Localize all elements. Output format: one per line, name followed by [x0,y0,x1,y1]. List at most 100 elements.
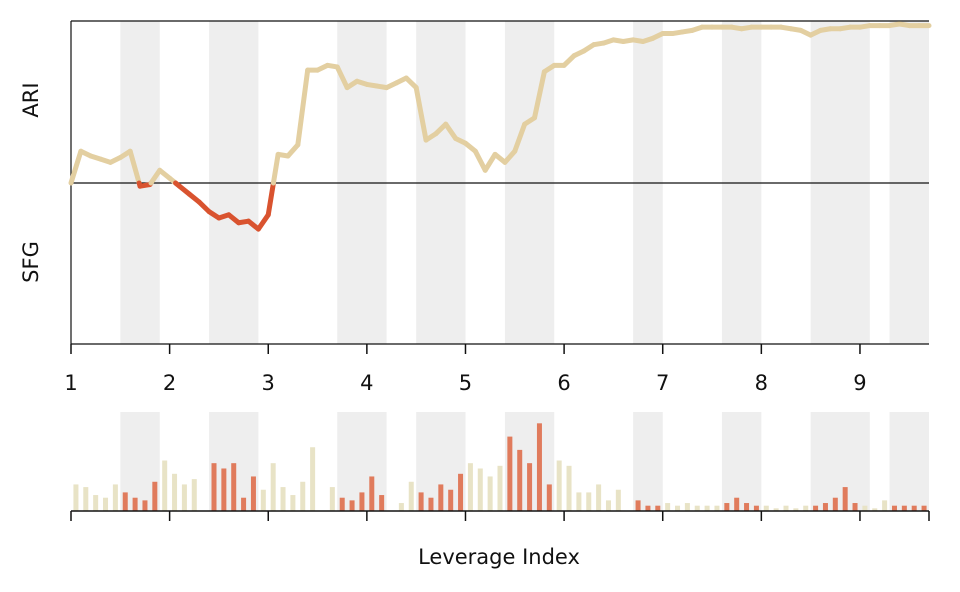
bar-19 [270,463,276,511]
bar-54 [645,505,651,511]
line-segment-6a [127,148,142,186]
bar-32 [418,492,424,511]
bar-74 [842,487,848,511]
line-segment-42 [482,151,498,173]
bar-3 [103,497,109,511]
bar-38 [477,468,483,511]
bar-2 [93,495,99,511]
top-tick-label-3: 3 [262,371,275,395]
top-tick-label-4: 4 [360,371,373,395]
bar-43 [527,463,533,511]
bar-57 [675,505,681,511]
bar-12 [191,479,197,511]
bar-27 [359,492,365,511]
bar-82 [921,505,927,511]
bar-64 [744,503,750,511]
bar-70 [803,505,809,511]
line-segment-8b [148,167,163,186]
bar-42 [517,449,523,511]
top-tick-label-8: 8 [755,371,768,395]
bar-7 [142,500,148,511]
bar-30 [398,503,404,511]
bar-37 [467,463,473,511]
top-series-line [68,21,932,232]
bar-78 [882,500,888,511]
bar-52 [615,489,621,511]
line-segment-19 [255,212,271,232]
bar-10 [172,473,178,511]
bar-14 [221,468,227,511]
bar-50 [596,484,602,511]
bar-35 [448,489,454,511]
bar-81 [911,505,917,511]
bar-28 [369,476,375,511]
bar-53 [635,500,641,511]
bar-4 [112,484,118,511]
line-segment-20a [265,180,276,218]
bar-68 [783,505,789,511]
bar-39 [487,476,493,511]
bar-1 [83,487,89,511]
line-segment-20b [270,151,281,186]
bottom-band-7 [810,412,870,511]
bar-0 [73,484,79,511]
bar-69 [793,508,799,511]
bar-6 [132,497,138,511]
bar-66 [763,505,769,511]
bar-36 [458,473,464,511]
top-panel-frame [70,20,929,345]
bar-24 [329,487,335,511]
bar-13 [211,463,217,511]
bar-23 [310,447,316,511]
bar-15 [231,463,237,511]
line-segment-38 [443,121,459,141]
bar-25 [339,497,345,511]
bottom-band-5 [633,412,663,511]
bar-26 [349,500,355,511]
bottom-shaded-bands [120,412,929,511]
bottom-x-axis [70,510,930,521]
top-tick-label-7: 7 [656,371,669,395]
bar-31 [408,481,414,511]
bar-40 [497,465,503,511]
bar-71 [813,505,819,511]
y-label-top: ARI [19,82,43,117]
bar-33 [428,497,434,511]
top-tick-label-5: 5 [459,371,472,395]
top-tick-label-6: 6 [557,371,570,395]
bar-62 [724,503,730,511]
bar-34 [438,484,444,511]
line-segment-47 [532,69,547,121]
top-x-ticks: 1 2 3 4 5 6 7 8 9 [64,344,867,395]
x-axis-label: Leverage Index [418,545,580,569]
bar-76 [862,505,868,511]
bar-75 [852,503,858,511]
bar-18 [260,489,266,511]
top-tick-label-1: 1 [64,371,77,395]
bar-9 [162,460,168,511]
line-segment-45 [512,121,528,154]
bar-16 [241,497,247,511]
bar-77 [872,508,878,511]
bar-5 [122,492,128,511]
bar-63 [734,497,740,511]
bottom-bars [73,423,927,511]
top-tick-label-2: 2 [163,371,176,395]
bar-8 [152,481,158,511]
bar-73 [832,497,838,511]
bar-20 [280,487,286,511]
bar-11 [181,484,187,511]
bar-41 [507,436,513,511]
bar-22 [300,481,306,511]
line-segment-0 [68,148,84,186]
bar-56 [665,503,671,511]
bar-59 [694,505,700,511]
bar-47 [566,465,572,511]
bar-60 [704,505,710,511]
bar-65 [753,505,759,511]
line-segment-41 [472,148,488,173]
bar-48 [576,492,582,511]
y-label-bottom: SFG [19,241,43,283]
